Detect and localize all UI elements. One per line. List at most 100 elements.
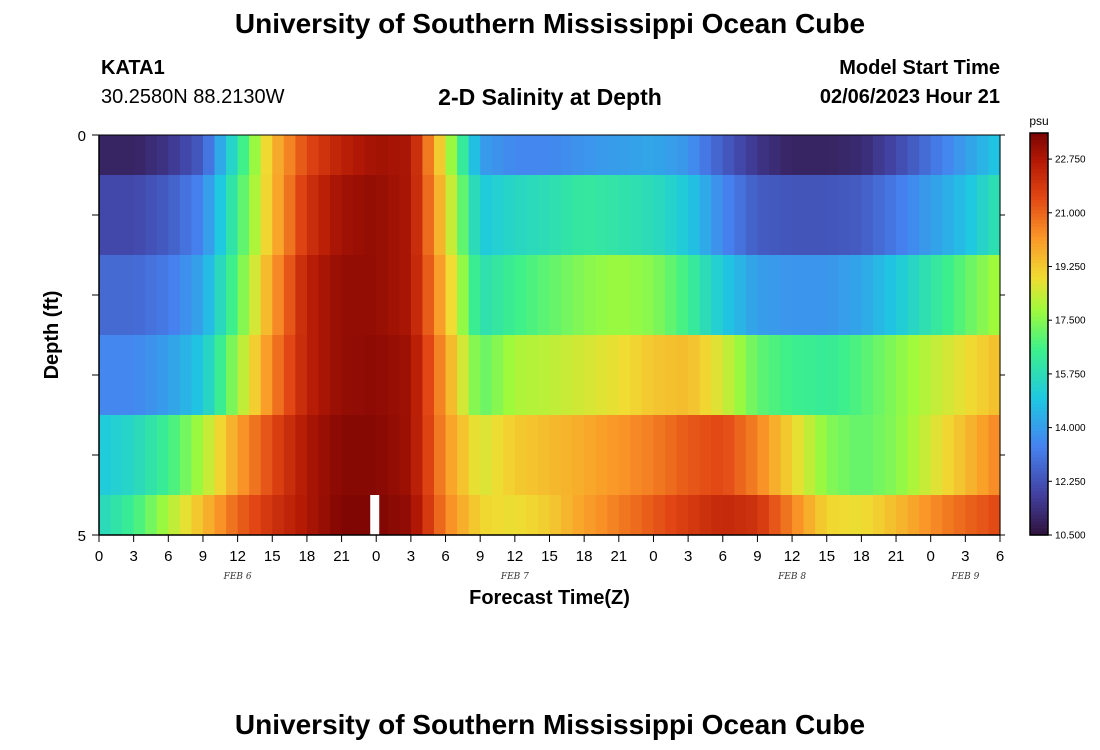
heatmap-cell xyxy=(168,415,181,495)
heatmap-cell xyxy=(122,415,135,495)
heatmap-cell xyxy=(191,415,204,495)
x-tick-label: 18 xyxy=(853,548,870,565)
heatmap-cell xyxy=(341,175,354,255)
heatmap-cell xyxy=(110,495,123,535)
heatmap-cell xyxy=(572,415,585,495)
heatmap-cell xyxy=(433,495,447,535)
heatmap-cell xyxy=(179,135,193,175)
heatmap-cell xyxy=(861,335,874,415)
heatmap-cell xyxy=(711,415,724,495)
heatmap-cell xyxy=(572,175,585,255)
heatmap-cell xyxy=(457,135,470,175)
colorbar-swatch xyxy=(1030,186,1048,191)
heatmap-cell xyxy=(214,175,227,255)
heatmap-cell xyxy=(884,335,897,415)
heatmap-cell xyxy=(503,495,516,535)
colorbar-swatch xyxy=(1030,213,1048,218)
heatmap-cell xyxy=(122,335,135,415)
colorbar-swatch xyxy=(1030,307,1048,312)
heatmap-cell xyxy=(896,335,909,415)
heatmap-cell xyxy=(803,415,816,495)
heatmap-cell xyxy=(549,415,562,495)
heatmap-cell xyxy=(676,255,689,335)
heatmap-cell xyxy=(688,255,701,335)
colorbar-swatch xyxy=(1030,323,1048,328)
heatmap-cell xyxy=(930,175,943,255)
heatmap-cell xyxy=(792,175,805,255)
heatmap-cell xyxy=(965,255,978,335)
heatmap-cell xyxy=(387,135,400,175)
heatmap-cell xyxy=(722,255,735,335)
heatmap-cell xyxy=(214,495,227,535)
heatmap-cell xyxy=(283,335,296,415)
colorbar-swatch xyxy=(1030,176,1048,181)
heatmap-cell xyxy=(699,175,712,255)
heatmap-cell xyxy=(861,255,874,335)
heatmap-cell xyxy=(283,255,296,335)
heatmap-cell xyxy=(422,335,435,415)
heatmap-cell xyxy=(676,415,689,495)
heatmap-cell xyxy=(838,255,851,335)
heatmap-cell xyxy=(792,495,805,535)
heatmap-cell xyxy=(930,135,943,175)
colorbar-swatch xyxy=(1030,491,1048,496)
heatmap-cell xyxy=(872,255,886,335)
heatmap-cell xyxy=(468,175,481,255)
date-label: FEB 8 xyxy=(777,572,806,582)
heatmap-cell xyxy=(433,135,447,175)
colorbar-swatch xyxy=(1030,253,1048,258)
heatmap-cell xyxy=(168,175,181,255)
heatmap-cell xyxy=(318,135,331,175)
heatmap-cell xyxy=(618,335,631,415)
heatmap-cell xyxy=(780,335,793,415)
heatmap-cell xyxy=(145,415,158,495)
heatmap-cell xyxy=(457,335,470,415)
heatmap-cell xyxy=(792,135,805,175)
heatmap-cell xyxy=(618,175,631,255)
heatmap-cell xyxy=(445,175,458,255)
heatmap-cell xyxy=(665,255,678,335)
heatmap-cell xyxy=(410,415,424,495)
heatmap-cell xyxy=(202,415,216,495)
heatmap-cell xyxy=(561,415,574,495)
heatmap-cell xyxy=(561,175,574,255)
colorbar-swatch xyxy=(1030,514,1048,519)
x-tick-label: 3 xyxy=(407,548,415,565)
colorbar-swatch xyxy=(1030,357,1048,362)
heatmap-cell xyxy=(422,135,435,175)
heatmap-cell xyxy=(191,335,204,415)
colorbar-swatch xyxy=(1030,310,1048,315)
heatmap-cell xyxy=(942,255,955,335)
heatmap-cell xyxy=(976,495,990,535)
heatmap-cell xyxy=(584,335,597,415)
heatmap-cell xyxy=(896,415,909,495)
colorbar-swatch xyxy=(1030,411,1048,415)
heatmap-cell xyxy=(549,255,562,335)
heatmap-cell xyxy=(780,175,793,255)
heatmap-cell xyxy=(641,335,655,415)
heatmap-cell xyxy=(514,175,527,255)
heatmap-cell xyxy=(849,175,862,255)
heatmap-cell xyxy=(353,135,366,175)
heatmap-cell xyxy=(445,495,458,535)
heatmap-cell xyxy=(942,135,955,175)
heatmap-cell xyxy=(306,415,320,495)
heatmap-cell xyxy=(145,175,158,255)
heatmap-cell xyxy=(930,495,943,535)
colorbar-swatch xyxy=(1030,313,1048,318)
date-label: FEB 6 xyxy=(223,572,252,582)
heatmap-cell xyxy=(295,335,308,415)
heatmap-cell xyxy=(976,255,990,335)
heatmap-cell xyxy=(630,415,643,495)
heatmap-cell xyxy=(168,255,181,335)
heatmap-cell xyxy=(919,255,932,335)
heatmap-cell xyxy=(549,135,562,175)
heatmap-cell xyxy=(641,495,655,535)
heatmap-cell xyxy=(653,135,666,175)
heatmap-cell xyxy=(364,335,377,415)
heatmap-cell xyxy=(641,135,655,175)
heatmap-cell xyxy=(260,255,273,335)
heatmap-cell xyxy=(896,175,909,255)
x-tick-label: 6 xyxy=(441,548,449,565)
heatmap-cell xyxy=(364,415,377,495)
